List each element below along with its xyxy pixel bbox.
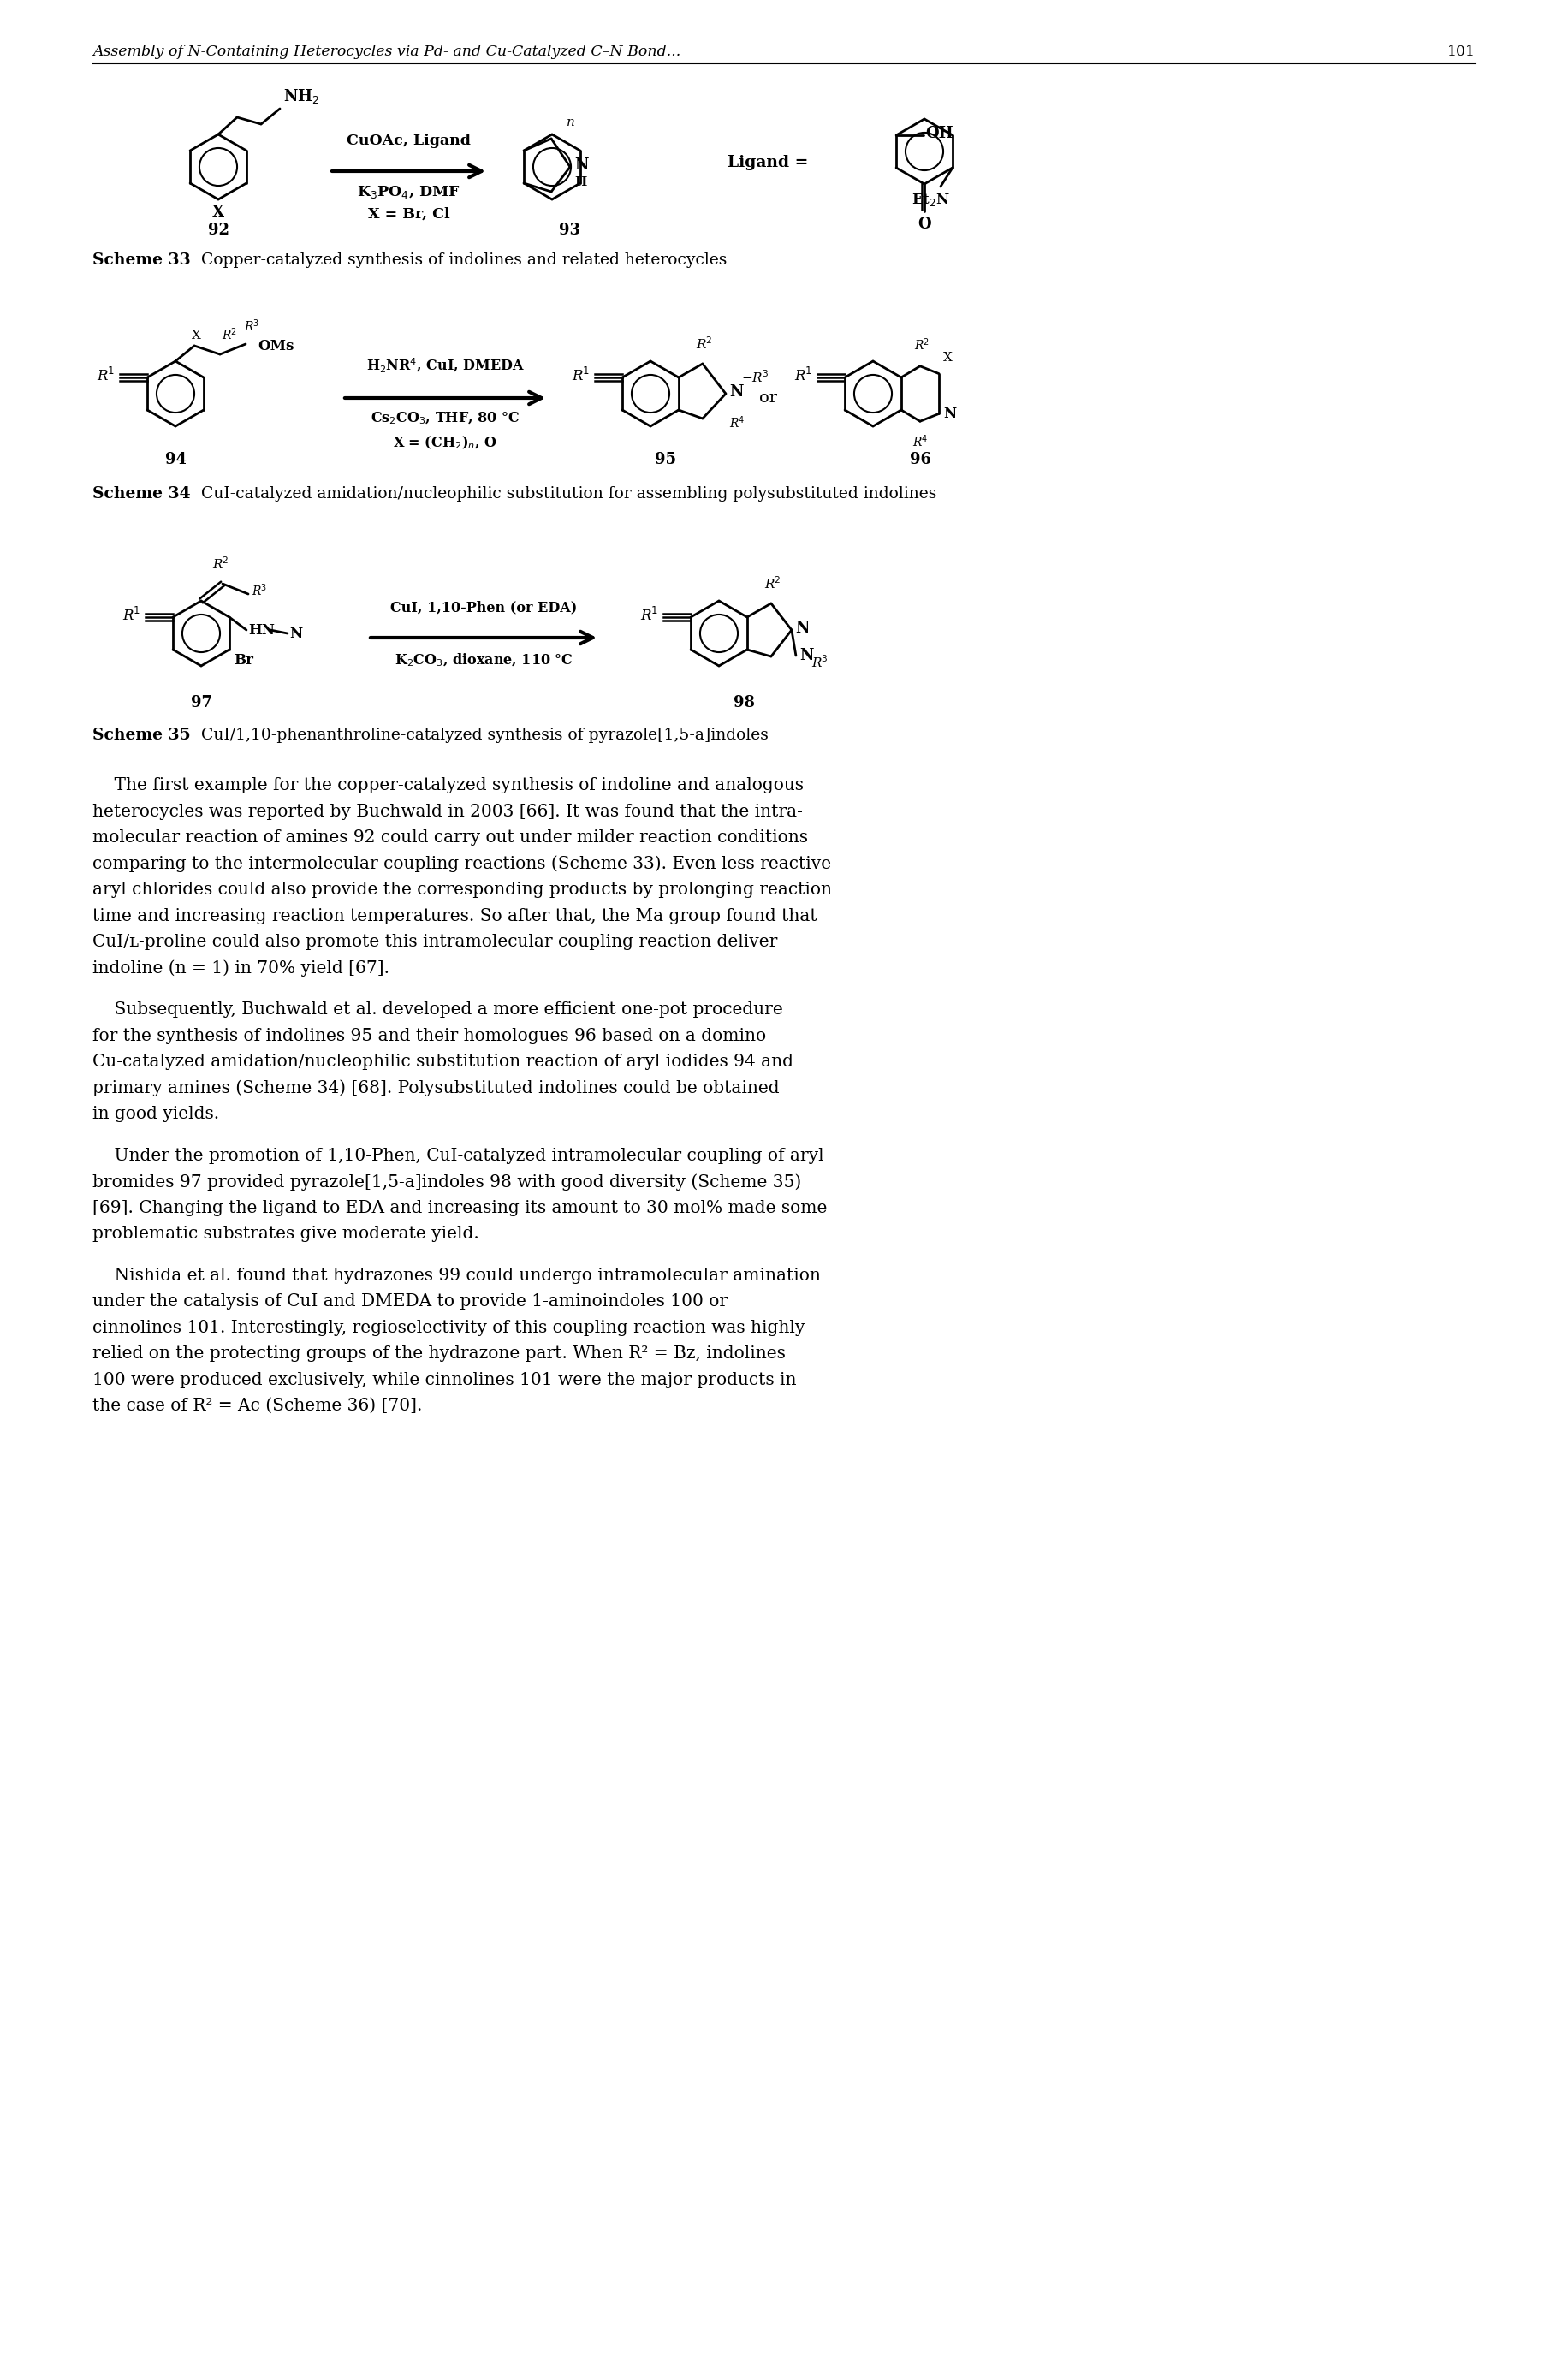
- Text: relied on the protecting groups of the hydrazone part. When R² = Bz, indolines: relied on the protecting groups of the h…: [93, 1345, 786, 1361]
- Text: Subsequently, Buchwald et al. developed a more efficient one-pot procedure: Subsequently, Buchwald et al. developed …: [93, 1000, 782, 1017]
- Text: −R$^3$: −R$^3$: [742, 368, 768, 385]
- Text: OMs: OMs: [257, 337, 293, 354]
- Text: Br: Br: [234, 653, 254, 668]
- Text: K$_3$PO$_4$, DMF: K$_3$PO$_4$, DMF: [358, 183, 461, 200]
- Text: R$^3$: R$^3$: [245, 318, 259, 333]
- Text: Assembly of N-Containing Heterocycles via Pd- and Cu-Catalyzed C–N Bond...: Assembly of N-Containing Heterocycles vi…: [93, 45, 681, 59]
- Text: 95: 95: [655, 451, 677, 468]
- Text: R$^2$: R$^2$: [212, 556, 229, 573]
- Text: NH$_2$: NH$_2$: [284, 88, 320, 105]
- Text: Nishida et al. found that hydrazones 99 could undergo intramolecular amination: Nishida et al. found that hydrazones 99 …: [93, 1266, 820, 1283]
- Text: X = Br, Cl: X = Br, Cl: [368, 207, 450, 221]
- Text: [69]. Changing the ligand to EDA and increasing its amount to 30 mol% made some: [69]. Changing the ligand to EDA and inc…: [93, 1200, 826, 1217]
- Text: molecular reaction of amines 92 could carry out under milder reaction conditions: molecular reaction of amines 92 could ca…: [93, 829, 808, 846]
- Text: R$^2$: R$^2$: [914, 337, 930, 352]
- Text: N: N: [729, 385, 743, 399]
- Text: R$^3$: R$^3$: [251, 582, 267, 599]
- Text: N: N: [944, 406, 956, 421]
- Text: CuI/1,10-phenanthroline-catalyzed synthesis of pyrazole[1,5-a]indoles: CuI/1,10-phenanthroline-catalyzed synthe…: [191, 727, 768, 744]
- Text: HN: HN: [248, 623, 274, 637]
- Text: CuI, 1,10-Phen (or EDA): CuI, 1,10-Phen (or EDA): [390, 601, 577, 615]
- Text: N: N: [289, 627, 303, 642]
- Text: 98: 98: [734, 696, 756, 710]
- Text: bromides 97 provided pyrazole[1,5-a]indoles 98 with good diversity (Scheme 35): bromides 97 provided pyrazole[1,5-a]indo…: [93, 1174, 801, 1190]
- Text: 100 were produced exclusively, while cinnolines 101 were the major products in: 100 were produced exclusively, while cin…: [93, 1371, 797, 1388]
- Text: R$^2$: R$^2$: [765, 575, 781, 592]
- Text: heterocycles was reported by Buchwald in 2003 [66]. It was found that the intra-: heterocycles was reported by Buchwald in…: [93, 803, 803, 820]
- Text: CuI-catalyzed amidation/nucleophilic substitution for assembling polysubstituted: CuI-catalyzed amidation/nucleophilic sub…: [191, 487, 936, 501]
- Text: indoline (n = 1) in 70% yield [67].: indoline (n = 1) in 70% yield [67].: [93, 960, 389, 977]
- Text: K$_2$CO$_3$, dioxane, 110 °C: K$_2$CO$_3$, dioxane, 110 °C: [394, 651, 572, 668]
- Text: for the synthesis of indolines 95 and their homologues 96 based on a domino: for the synthesis of indolines 95 and th…: [93, 1026, 767, 1043]
- Text: X = (CH$_2$)$_n$, O: X = (CH$_2$)$_n$, O: [394, 435, 497, 451]
- Text: N: N: [795, 620, 809, 637]
- Text: R$^1$: R$^1$: [97, 368, 114, 385]
- Text: n: n: [566, 116, 575, 128]
- Text: time and increasing reaction temperatures. So after that, the Ma group found tha: time and increasing reaction temperature…: [93, 908, 817, 924]
- Text: the case of R² = Ac (Scheme 36) [70].: the case of R² = Ac (Scheme 36) [70].: [93, 1397, 422, 1414]
- Text: comparing to the intermolecular coupling reactions (Scheme 33). Even less reacti: comparing to the intermolecular coupling…: [93, 855, 831, 872]
- Text: under the catalysis of CuI and DMEDA to provide 1-aminoindoles 100 or: under the catalysis of CuI and DMEDA to …: [93, 1293, 728, 1309]
- Text: H: H: [574, 176, 586, 188]
- Text: X: X: [944, 352, 952, 364]
- Text: in good yields.: in good yields.: [93, 1105, 220, 1121]
- Text: Scheme 33: Scheme 33: [93, 252, 191, 268]
- Text: primary amines (Scheme 34) [68]. Polysubstituted indolines could be obtained: primary amines (Scheme 34) [68]. Polysub…: [93, 1079, 779, 1098]
- Text: X: X: [212, 204, 224, 221]
- Text: R$^2$: R$^2$: [221, 326, 237, 342]
- Text: R$^1$: R$^1$: [572, 368, 590, 385]
- Text: Copper-catalyzed synthesis of indolines and related heterocycles: Copper-catalyzed synthesis of indolines …: [191, 252, 728, 268]
- Text: 94: 94: [165, 451, 187, 468]
- Text: N: N: [800, 649, 814, 663]
- Text: OH: OH: [925, 126, 953, 140]
- Text: Under the promotion of 1,10-Phen, CuI-catalyzed intramolecular coupling of aryl: Under the promotion of 1,10-Phen, CuI-ca…: [93, 1148, 823, 1164]
- Text: N: N: [574, 157, 588, 173]
- Text: 92: 92: [207, 223, 229, 238]
- Text: R$^4$: R$^4$: [729, 413, 745, 430]
- Text: H$_2$NR$^4$, CuI, DMEDA: H$_2$NR$^4$, CuI, DMEDA: [365, 356, 524, 375]
- Text: Scheme 35: Scheme 35: [93, 727, 191, 744]
- Text: R$^1$: R$^1$: [793, 368, 812, 385]
- Text: cinnolines 101. Interestingly, regioselectivity of this coupling reaction was hi: cinnolines 101. Interestingly, regiosele…: [93, 1319, 804, 1335]
- Text: 96: 96: [909, 451, 931, 468]
- Text: problematic substrates give moderate yield.: problematic substrates give moderate yie…: [93, 1226, 480, 1243]
- Text: X: X: [191, 330, 201, 342]
- Text: 93: 93: [558, 223, 580, 238]
- Text: or: or: [759, 390, 778, 406]
- Text: R$^4$: R$^4$: [913, 432, 928, 449]
- Text: R$^1$: R$^1$: [640, 606, 659, 625]
- Text: 97: 97: [190, 696, 212, 710]
- Text: O: O: [917, 216, 931, 233]
- Text: Scheme 34: Scheme 34: [93, 487, 191, 501]
- Text: R$^1$: R$^1$: [122, 606, 141, 625]
- Text: aryl chlorides could also provide the corresponding products by prolonging react: aryl chlorides could also provide the co…: [93, 881, 833, 898]
- Text: The first example for the copper-catalyzed synthesis of indoline and analogous: The first example for the copper-catalyz…: [93, 777, 804, 794]
- Text: 101: 101: [1447, 45, 1475, 59]
- Text: Cs$_2$CO$_3$, THF, 80 °C: Cs$_2$CO$_3$, THF, 80 °C: [370, 411, 519, 428]
- Text: Et$_2$N: Et$_2$N: [911, 192, 950, 209]
- Text: R$^3$: R$^3$: [811, 653, 828, 670]
- Text: Cu-catalyzed amidation/nucleophilic substitution reaction of aryl iodides 94 and: Cu-catalyzed amidation/nucleophilic subs…: [93, 1053, 793, 1069]
- Text: CuOAc, Ligand: CuOAc, Ligand: [347, 133, 470, 147]
- Text: CuI/ʟ-proline could also promote this intramolecular coupling reaction deliver: CuI/ʟ-proline could also promote this in…: [93, 934, 778, 950]
- Text: R$^2$: R$^2$: [696, 335, 713, 352]
- Text: Ligand =: Ligand =: [728, 154, 808, 171]
